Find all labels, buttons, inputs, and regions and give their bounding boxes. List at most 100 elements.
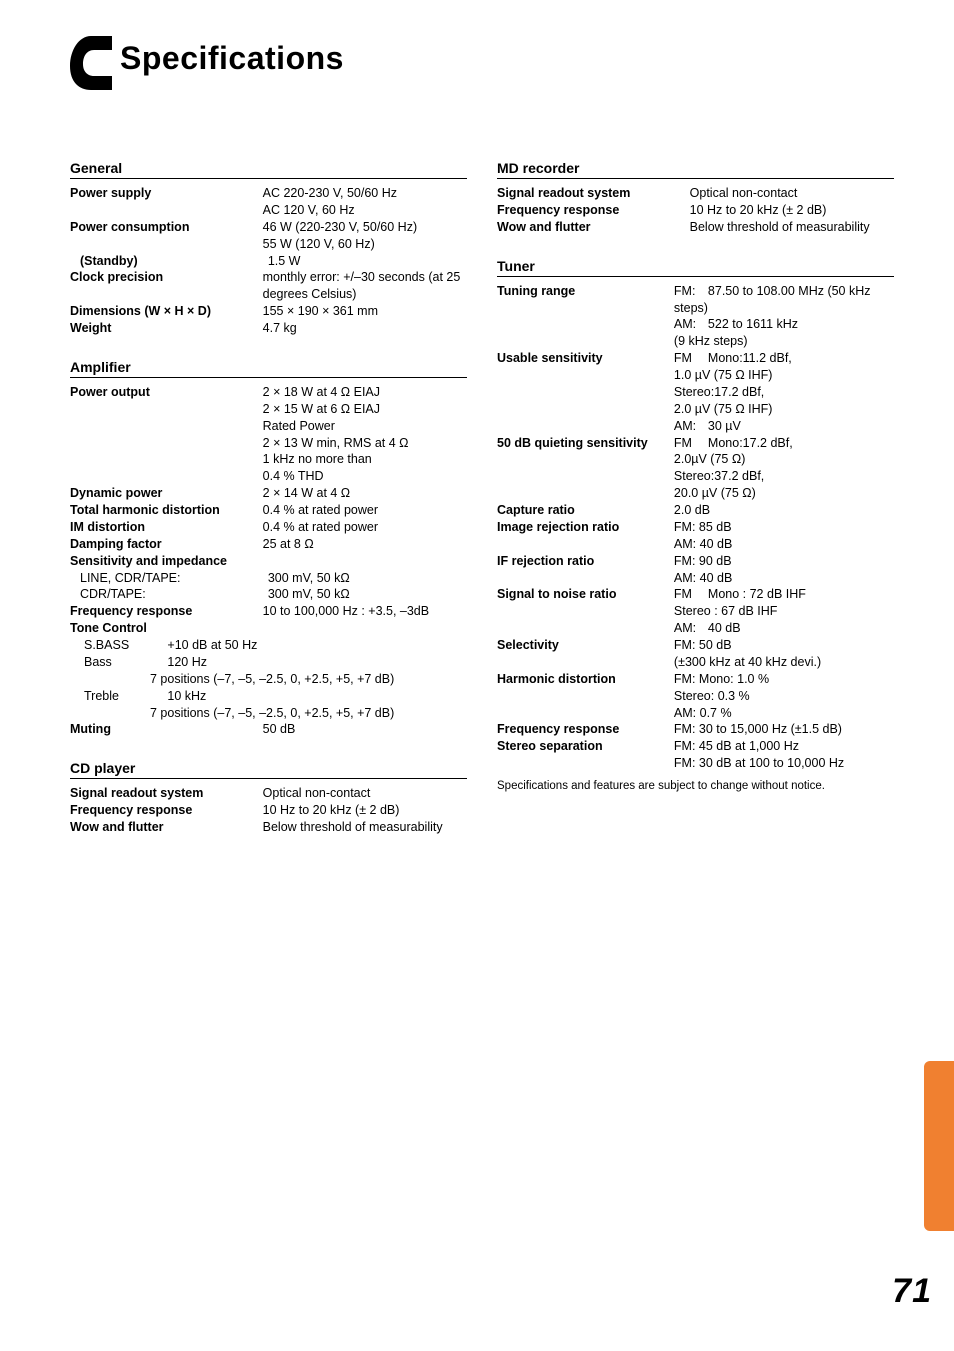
spec-value: FM:87.50 to 108.00 MHz (50 kHz steps) AM… <box>674 283 894 351</box>
section-md: MD recorder Signal readout system Optica… <box>497 160 894 236</box>
spec-row: Usable sensitivity FMMono:11.2 dBf, 1.0 … <box>497 350 894 434</box>
spec-label: IF rejection ratio <box>497 553 674 587</box>
val: AM: 0.7 % <box>674 706 732 720</box>
bullet-icon <box>70 36 112 90</box>
spec-value: 300 mV, 50 kΩ <box>268 570 467 587</box>
section-tuner: Tuner Tuning range FM:87.50 to 108.00 MH… <box>497 258 894 794</box>
tone-positions: 7 positions (–7, –5, –2.5, 0, +2.5, +5, … <box>70 705 467 722</box>
band-fm: FM: <box>674 283 708 300</box>
spec-value: 2 × 14 W at 4 Ω <box>263 485 467 502</box>
spec-value: 0.4 % at rated power <box>263 502 467 519</box>
spec-label: Selectivity <box>497 637 674 671</box>
spec-value: Below threshold of measurability <box>263 819 467 836</box>
section-heading: Tuner <box>497 258 894 277</box>
val: AM: 40 dB <box>674 571 732 585</box>
spec-row: Wow and flutter Below threshold of measu… <box>497 219 894 236</box>
spec-value: 2 × 18 W at 4 Ω EIAJ 2 × 15 W at 6 Ω EIA… <box>263 384 467 485</box>
val: FM: 90 dB <box>674 554 732 568</box>
spec-value: FM: 45 dB at 1,000 Hz FM: 30 dB at 100 t… <box>674 738 894 772</box>
spec-value: 46 W (220-230 V, 50/60 Hz) 55 W (120 V, … <box>263 219 467 253</box>
spec-value: FM: Mono: 1.0 % Stereo: 0.3 % AM: 0.7 % <box>674 671 894 722</box>
spec-row: Frequency response 10 to 100,000 Hz : +3… <box>70 603 467 620</box>
tone-value: 10 kHz <box>167 688 373 705</box>
section-cd: CD player Signal readout system Optical … <box>70 760 467 836</box>
spec-row: CDR/TAPE: 300 mV, 50 kΩ <box>70 586 467 603</box>
spec-label: Power supply <box>70 185 263 219</box>
spec-row: Signal readout system Optical non-contac… <box>70 785 467 802</box>
spec-label: Total harmonic distortion <box>70 502 263 519</box>
spec-value: monthly error: +/–30 seconds (at 25 degr… <box>263 269 467 303</box>
val: FM: 85 dB <box>674 520 732 534</box>
spec-label: Harmonic distortion <box>497 671 674 722</box>
spec-row: Image rejection ratio FM: 85 dB AM: 40 d… <box>497 519 894 553</box>
spec-label: IM distortion <box>70 519 263 536</box>
spec-row: Power supply AC 220-230 V, 50/60 Hz AC 1… <box>70 185 467 219</box>
band-fm: FM <box>674 350 708 367</box>
spec-label: Power consumption <box>70 219 263 253</box>
spec-row: Frequency response 10 Hz to 20 kHz (± 2 … <box>497 202 894 219</box>
spec-value: 300 mV, 50 kΩ <box>268 586 467 603</box>
page-root: Specifications General Power supply AC 2… <box>0 0 954 1351</box>
band-fm: FM <box>674 586 708 603</box>
val: FM: Mono: 1.0 % Stereo: 0.3 % <box>674 672 769 703</box>
spec-label: Capture ratio <box>497 502 674 519</box>
spec-value: 50 dB <box>263 721 467 738</box>
spec-label: Signal readout system <box>70 785 263 802</box>
band-am: AM: <box>674 316 708 333</box>
spec-row: Frequency response FM: 30 to 15,000 Hz (… <box>497 721 894 738</box>
spec-row: Signal to noise ratio FMMono : 72 dB IHF… <box>497 586 894 637</box>
spec-label: (Standby) <box>70 253 268 270</box>
spec-row: Wow and flutter Below threshold of measu… <box>70 819 467 836</box>
spec-value: FM: 90 dB AM: 40 dB <box>674 553 894 587</box>
spec-row: Stereo separation FM: 45 dB at 1,000 Hz … <box>497 738 894 772</box>
spec-row: Signal readout system Optical non-contac… <box>497 185 894 202</box>
section-heading: CD player <box>70 760 467 779</box>
spec-label: CDR/TAPE: <box>70 586 268 603</box>
spec-label: Wow and flutter <box>497 219 690 236</box>
spec-row: 50 dB quieting sensitivity FMMono:17.2 d… <box>497 435 894 503</box>
tone-value: +10 dB at 50 Hz <box>167 637 373 654</box>
spec-row: Power consumption 46 W (220-230 V, 50/60… <box>70 219 467 253</box>
spec-label: Clock precision <box>70 269 263 303</box>
spec-value: AC 220-230 V, 50/60 Hz AC 120 V, 60 Hz <box>263 185 467 219</box>
spec-value: 1.5 W <box>268 253 467 270</box>
spec-row: Dynamic power 2 × 14 W at 4 Ω <box>70 485 467 502</box>
spec-label: Stereo separation <box>497 738 674 772</box>
spec-row: (Standby) 1.5 W <box>70 253 467 270</box>
spec-row: Selectivity FM: 50 dB (±300 kHz at 40 kH… <box>497 637 894 671</box>
band-am: AM: <box>674 418 708 435</box>
spec-row: Tuning range FM:87.50 to 108.00 MHz (50 … <box>497 283 894 351</box>
right-column: MD recorder Signal readout system Optica… <box>497 160 894 858</box>
tone-label: Bass <box>70 654 167 671</box>
spec-value: 10 Hz to 20 kHz (± 2 dB) <box>690 202 894 219</box>
tone-row: Treble 10 kHz <box>70 688 467 705</box>
tone-value: 120 Hz <box>167 654 373 671</box>
spec-value: Below threshold of measurability <box>690 219 894 236</box>
spec-row: Sensitivity and impedance <box>70 553 467 570</box>
section-heading: General <box>70 160 467 179</box>
side-tab <box>924 1061 954 1231</box>
spec-value: 2.0 dB <box>674 502 894 519</box>
val: 40 dB <box>708 621 741 635</box>
spec-value: 25 at 8 Ω <box>263 536 467 553</box>
columns: General Power supply AC 220-230 V, 50/60… <box>70 160 894 858</box>
spec-value: 4.7 kg <box>263 320 467 337</box>
spec-row: IM distortion 0.4 % at rated power <box>70 519 467 536</box>
section-amplifier: Amplifier Power output 2 × 18 W at 4 Ω E… <box>70 359 467 738</box>
band-am: AM: <box>674 620 708 637</box>
spec-label: Frequency response <box>497 721 674 738</box>
spec-row: Capture ratio 2.0 dB <box>497 502 894 519</box>
spec-label: Sensitivity and impedance <box>70 553 467 570</box>
spec-label: Usable sensitivity <box>497 350 674 434</box>
page-title: Specifications <box>120 40 344 77</box>
section-heading: Amplifier <box>70 359 467 378</box>
val: AM: 40 dB <box>674 537 732 551</box>
spec-label: Dimensions (W × H × D) <box>70 303 263 320</box>
spec-value: FM: 85 dB AM: 40 dB <box>674 519 894 553</box>
spec-value: 10 Hz to 20 kHz (± 2 dB) <box>263 802 467 819</box>
spec-label: 50 dB quieting sensitivity <box>497 435 674 503</box>
spec-label: Wow and flutter <box>70 819 263 836</box>
val: 30 µV <box>708 419 741 433</box>
spec-label: Image rejection ratio <box>497 519 674 553</box>
spec-value: FMMono : 72 dB IHF Stereo : 67 dB IHF AM… <box>674 586 894 637</box>
